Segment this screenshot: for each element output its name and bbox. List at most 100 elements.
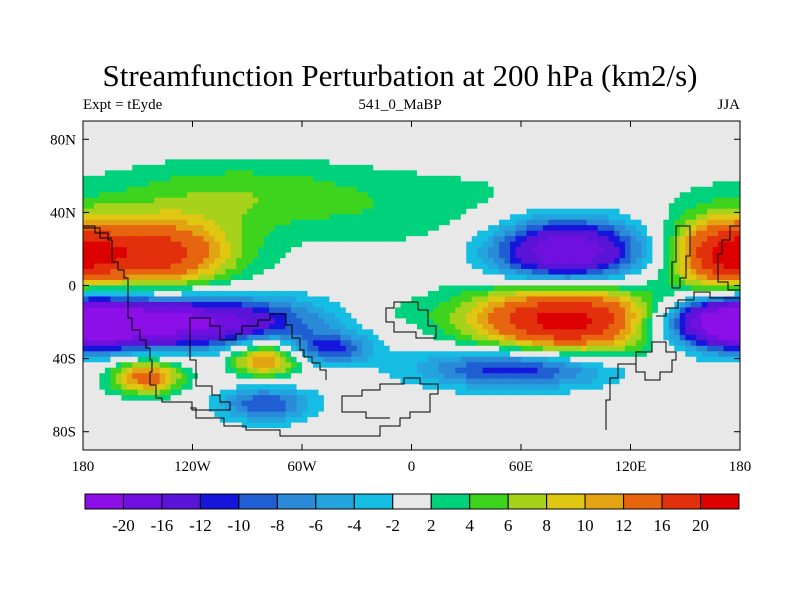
field-cell [219, 263, 226, 270]
field-cell [411, 153, 418, 160]
field-cell [208, 126, 215, 133]
field-cell [406, 208, 413, 215]
field-cell [159, 318, 166, 325]
field-cell [247, 148, 254, 155]
field-cell [701, 307, 708, 314]
field-cell [340, 258, 347, 265]
field-cell [493, 258, 500, 265]
field-cell [537, 247, 544, 254]
field-cell [406, 142, 413, 150]
field-cell [400, 208, 407, 215]
field-cell [280, 340, 287, 347]
field-cell [99, 148, 106, 155]
field-cell [395, 230, 402, 237]
field-cell [482, 203, 489, 210]
field-cell [400, 258, 407, 265]
field-cell [104, 312, 111, 319]
field-cell [449, 236, 456, 243]
field-cell [696, 142, 703, 150]
field-cell [110, 170, 117, 177]
field-cell [696, 170, 703, 177]
field-cell [614, 230, 621, 237]
field-cell [433, 301, 440, 309]
field-cell [493, 290, 500, 298]
field-cell [690, 236, 697, 243]
field-cell [570, 225, 577, 232]
field-cell [734, 285, 740, 292]
field-cell [471, 137, 478, 144]
field-cell [340, 170, 347, 177]
field-cell [323, 159, 330, 166]
field-cell [312, 186, 320, 193]
field-cell [625, 318, 632, 325]
field-cell [334, 159, 341, 166]
field-cell [137, 131, 144, 139]
field-cell [515, 219, 522, 226]
field-cell [586, 329, 593, 336]
field-cell [438, 142, 445, 150]
field-cell [148, 236, 155, 243]
field-cell [679, 197, 686, 204]
field-cell [652, 208, 659, 215]
field-cell [559, 153, 566, 160]
field-cell [302, 164, 309, 171]
field-cell [219, 219, 226, 226]
field-cell [214, 312, 221, 319]
field-cell [438, 280, 445, 287]
field-cell [510, 285, 517, 292]
field-cell [159, 192, 166, 199]
field-cell [564, 170, 571, 177]
field-cell [466, 181, 473, 188]
field-cell [696, 175, 703, 182]
field-cell [302, 175, 309, 182]
field-cell [586, 142, 593, 150]
field-cell [362, 214, 369, 221]
field-cell [471, 345, 478, 352]
field-cell [214, 269, 221, 276]
field-cell [258, 142, 265, 150]
field-cell [137, 252, 144, 259]
field-cell [701, 137, 708, 144]
field-cell [219, 137, 226, 144]
field-cell [471, 186, 478, 193]
field-cell [154, 236, 161, 243]
field-cell [718, 307, 725, 314]
field-cell [542, 126, 549, 133]
field-cell [614, 290, 621, 298]
field-cell [269, 175, 276, 182]
field-cell [88, 318, 95, 325]
field-cell [121, 219, 128, 226]
field-cell [679, 323, 686, 330]
field-cell [548, 126, 555, 133]
field-cell [247, 263, 254, 270]
field-cell [400, 345, 407, 352]
field-cell [614, 159, 621, 166]
field-cell [526, 148, 533, 155]
field-cell [159, 323, 166, 330]
field-cell [477, 296, 484, 303]
field-cell [690, 280, 697, 287]
field-cell [137, 230, 144, 237]
field-cell [663, 274, 670, 281]
field-cell [115, 230, 122, 237]
field-cell [564, 186, 571, 193]
field-cell [340, 159, 347, 166]
field-cell [384, 192, 391, 199]
field-cell [712, 307, 719, 314]
field-cell [734, 121, 740, 128]
field-cell [542, 208, 549, 215]
field-cell [176, 296, 183, 303]
field-cell [712, 121, 719, 128]
field-cell [521, 301, 528, 309]
field-cell [685, 301, 692, 309]
field-cell [641, 340, 648, 347]
field-cell [203, 285, 210, 292]
field-cell [493, 137, 500, 144]
field-cell [701, 153, 708, 160]
field-cell [526, 197, 533, 204]
field-cell [553, 186, 560, 193]
field-cell [132, 175, 139, 182]
field-cell [411, 219, 418, 226]
field-cell [718, 214, 725, 221]
field-cell [208, 159, 215, 166]
